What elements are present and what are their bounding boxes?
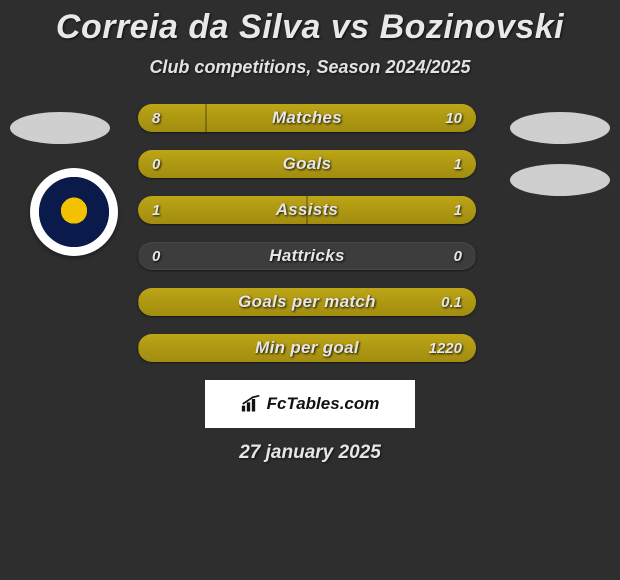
stat-bar: 00Hattricks [138,242,476,270]
player1-club-badge [30,168,118,256]
player2-avatar-top [510,112,610,144]
stat-label: Hattricks [138,242,476,270]
snapshot-date: 27 january 2025 [0,442,620,464]
stat-label: Assists [138,196,476,224]
stat-label: Goals per match [138,288,476,316]
page-title: Correia da Silva vs Bozinovski [0,0,620,47]
player1-avatar [10,112,110,144]
fctables-icon [241,395,261,413]
player2-avatar-bottom [510,164,610,196]
stat-bar: 01Goals [138,150,476,178]
stat-label: Min per goal [138,334,476,362]
stat-bar: 0.1Goals per match [138,288,476,316]
club-badge-inner [39,177,109,247]
comparison-stage: 810Matches 01Goals 11Assists 00Hattricks 0.1… [0,104,620,362]
brand-footer: FcTables.com [205,380,415,428]
page-subtitle: Club competitions, Season 2024/2025 [0,57,620,78]
brand-text: FcTables.com [267,394,380,414]
stat-bars: 810Matches 01Goals 11Assists 00Hattricks 0.1… [138,104,476,362]
stat-bar: 11Assists [138,196,476,224]
stat-bar: 1220Min per goal [138,334,476,362]
stat-label: Goals [138,150,476,178]
stat-bar: 810Matches [138,104,476,132]
stat-label: Matches [138,104,476,132]
